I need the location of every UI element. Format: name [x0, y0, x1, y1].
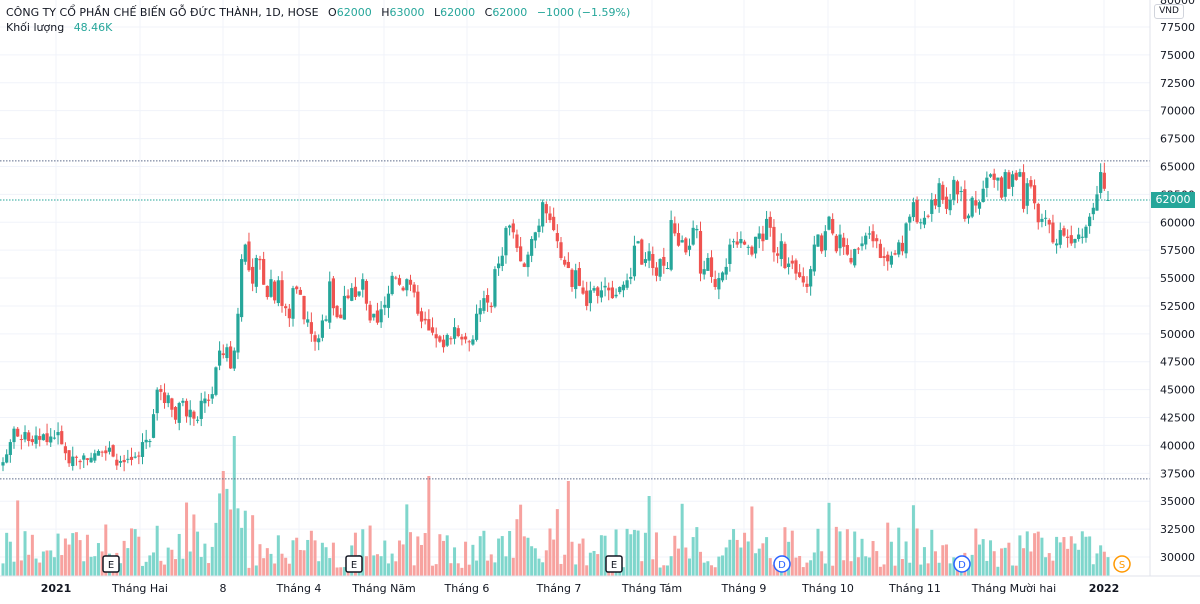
time-tick: Tháng 9: [721, 582, 767, 595]
time-tick: 2022: [1089, 582, 1120, 595]
time-tick: Tháng Tám: [621, 582, 682, 595]
time-tick: Tháng 11: [888, 582, 941, 595]
price-candles: [1, 162, 1110, 472]
time-tick: Tháng 6: [444, 582, 490, 595]
price-tick: 37500: [1160, 467, 1195, 480]
dividend-marker-icon[interactable]: D: [773, 555, 791, 573]
price-tick: 77500: [1160, 21, 1195, 34]
volume-bars: [1, 436, 1110, 576]
time-tick: 2021: [41, 582, 72, 595]
open-label: O: [328, 6, 337, 19]
svg-text:E: E: [108, 560, 114, 571]
symbol-title[interactable]: CÔNG TY CỔ PHẦN CHẾ BIẾN GỖ ĐỨC THÀNH, 1…: [6, 6, 319, 19]
low-label: L: [433, 6, 441, 19]
high-label: H: [381, 6, 390, 19]
time-axis[interactable]: 2021 Tháng Hai 8 Tháng 4 Tháng Năm Tháng 6 Thá…: [0, 575, 1200, 600]
dividend-marker-icon[interactable]: D: [953, 555, 971, 573]
svg-text:E: E: [611, 560, 617, 571]
earnings-marker-icon[interactable]: E: [605, 555, 623, 573]
earnings-marker-icon[interactable]: E: [345, 555, 363, 573]
close-label: C: [484, 6, 493, 19]
price-tick: 40000: [1160, 439, 1195, 452]
low-value: 62000: [440, 6, 476, 19]
time-tick: Tháng 7: [536, 582, 582, 595]
legend-row-ohlc: CÔNG TY CỔ PHẦN CHẾ BIẾN GỖ ĐỨC THÀNH, 1…: [6, 5, 630, 20]
time-tick: Tháng Hai: [111, 582, 168, 595]
volume-value: 48.46K: [73, 21, 113, 34]
time-tick: Tháng Năm: [351, 582, 416, 595]
chart-legend: CÔNG TY CỔ PHẦN CHẾ BIẾN GỖ ĐỨC THÀNH, 1…: [6, 5, 630, 35]
time-tick: Tháng Mười hai: [971, 582, 1056, 595]
last-price-tag: 62000: [1151, 192, 1195, 208]
price-axis[interactable]: 80000 30000 32500 35000 37500 40000 42500 45000…: [1149, 0, 1200, 600]
time-tick: 8: [220, 582, 227, 595]
price-tick: 60000: [1160, 216, 1195, 229]
time-tick: Tháng 4: [276, 582, 322, 595]
price-tick: 35000: [1160, 495, 1195, 508]
price-change: −1000 (−1.59%): [536, 6, 631, 19]
price-tick: 55000: [1160, 272, 1195, 285]
svg-text:E: E: [351, 560, 357, 571]
open-value: 62000: [336, 6, 372, 19]
price-tick: 50000: [1160, 328, 1195, 341]
svg-text:S: S: [1119, 560, 1125, 571]
high-value: 63000: [389, 6, 425, 19]
price-tick: 52500: [1160, 300, 1195, 313]
split-marker-icon[interactable]: S: [1113, 555, 1131, 573]
svg-text:D: D: [958, 560, 966, 571]
price-tick: 67500: [1160, 133, 1195, 146]
price-tick: 45000: [1160, 384, 1195, 397]
volume-label[interactable]: Khối lượng: [6, 21, 65, 34]
currency-badge[interactable]: VND: [1154, 4, 1184, 19]
horizontal-lines: [0, 160, 1150, 480]
price-tick: 75000: [1160, 49, 1195, 62]
price-tick: 72500: [1160, 77, 1195, 90]
close-value: 62000: [492, 6, 528, 19]
price-tick: 32500: [1160, 523, 1195, 536]
price-tick: 57500: [1160, 244, 1195, 257]
legend-row-volume: Khối lượng 48.46K: [6, 20, 630, 35]
price-tick: 42500: [1160, 412, 1195, 425]
time-tick: Tháng 10: [801, 582, 854, 595]
svg-text:80000: 80000: [1160, 0, 1195, 7]
price-tick: 47500: [1160, 356, 1195, 369]
price-tick: 70000: [1160, 105, 1195, 118]
earnings-marker-icon[interactable]: E: [102, 555, 120, 573]
svg-text:D: D: [778, 560, 786, 571]
price-tick: 65000: [1160, 160, 1195, 173]
price-tick: 30000: [1160, 551, 1195, 564]
